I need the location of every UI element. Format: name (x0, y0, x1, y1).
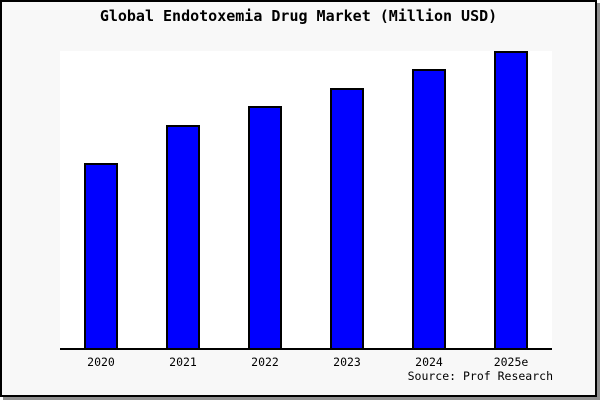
bar-2020 (84, 163, 118, 348)
bar-2021 (166, 125, 200, 348)
bar-2024 (412, 69, 446, 348)
x-tick-label-2021: 2021 (169, 355, 197, 369)
plot-area (60, 51, 552, 350)
chart-title: Global Endotoxemia Drug Market (Million … (99, 7, 498, 25)
source-note: Source: Prof Research (407, 369, 553, 383)
x-tick-label-2025e: 2025e (493, 355, 529, 369)
bar-slot-2025e (470, 51, 552, 348)
bar-slot-2020 (60, 51, 142, 348)
x-tick-label-2024: 2024 (415, 355, 443, 369)
x-tick-label-2022: 2022 (251, 355, 279, 369)
x-tick-label-2023: 2023 (333, 355, 361, 369)
x-tick-label-2020: 2020 (87, 355, 115, 369)
bar-2022 (248, 106, 282, 348)
bar-slot-2024 (388, 51, 470, 348)
bar-2025e (494, 51, 528, 348)
bar-slot-2022 (224, 51, 306, 348)
bar-2023 (330, 88, 364, 348)
bars-row (60, 51, 552, 348)
bar-slot-2023 (306, 51, 388, 348)
bar-slot-2021 (142, 51, 224, 348)
x-axis-tick-labels: 2020 2021 2022 2023 2024 2025e (60, 355, 552, 369)
